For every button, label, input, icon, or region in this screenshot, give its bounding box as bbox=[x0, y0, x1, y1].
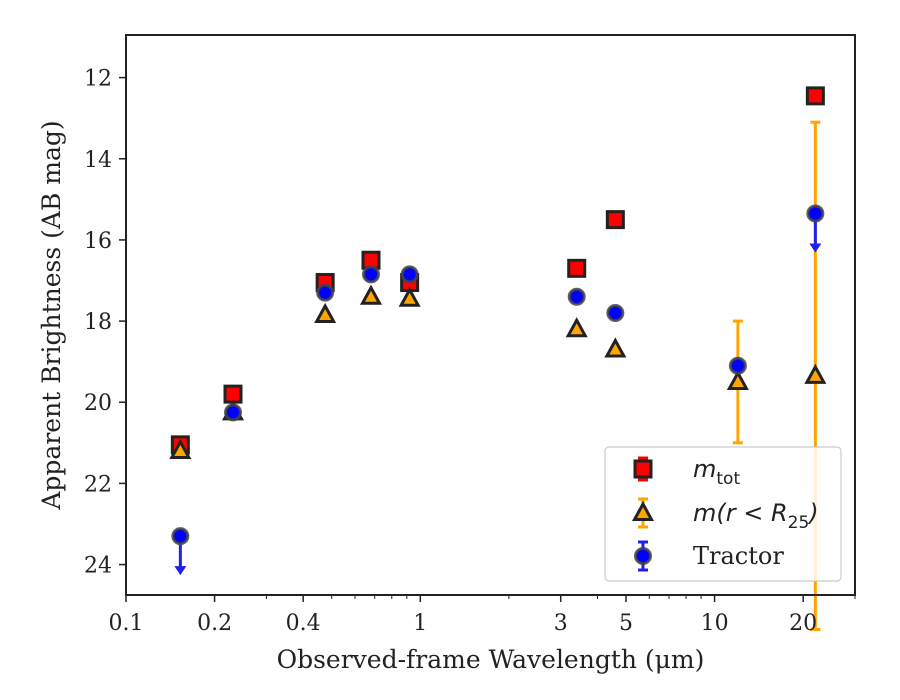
x-tick-label: 5 bbox=[619, 611, 633, 636]
series-tractor bbox=[171, 204, 825, 576]
x-tick-label: 0.1 bbox=[109, 611, 144, 636]
m-tot-point bbox=[223, 384, 243, 404]
tractor-upper-limit-arrow-head bbox=[174, 566, 187, 576]
legend-marker bbox=[634, 547, 652, 565]
y-tick-label: 24 bbox=[84, 554, 112, 579]
legend-label-base: m(r < R bbox=[693, 499, 788, 527]
legend-entry-m-r25: m(r < R25) bbox=[631, 497, 819, 533]
legend: mtot m(r < R25) Tractor bbox=[604, 446, 842, 582]
m-r25-point bbox=[169, 438, 192, 459]
legend-label-suffix: ) bbox=[807, 499, 818, 527]
legend-entry-tractor: Tractor bbox=[634, 540, 784, 572]
m-r25-point bbox=[359, 284, 383, 305]
m-r25-point bbox=[604, 337, 627, 358]
ticks-layer: 0.1 0.2 0.4 1 3 5 10 20 12 14 16 18 20 22 24 bbox=[84, 67, 856, 636]
y-tick-label: 16 bbox=[84, 229, 112, 254]
y-tick-label: 18 bbox=[84, 310, 112, 335]
tractor-point bbox=[606, 303, 625, 322]
y-axis-label: Apparent Brightness (AB mag) bbox=[37, 120, 66, 510]
tractor-point bbox=[567, 287, 586, 306]
tractor-point bbox=[171, 527, 190, 546]
m-tot-point bbox=[567, 258, 587, 278]
x-tick-label: 0.4 bbox=[286, 611, 321, 636]
x-tick-label: 20 bbox=[789, 611, 817, 636]
legend-marker bbox=[633, 459, 653, 479]
m-r25-point bbox=[314, 302, 337, 323]
legend-label-base: m bbox=[693, 455, 716, 483]
y-tick-label: 14 bbox=[84, 148, 112, 173]
x-tick-label: 1 bbox=[413, 611, 427, 636]
legend-label: m(r < R25) bbox=[693, 499, 819, 533]
tractor-point bbox=[400, 265, 419, 284]
legend-label-sub: 25 bbox=[788, 513, 810, 533]
legend-label-sub: tot bbox=[716, 469, 740, 489]
tractor-point bbox=[728, 356, 747, 375]
legend-label: mtot bbox=[693, 455, 740, 489]
x-tick-label: 0.2 bbox=[197, 611, 232, 636]
m-tot-point bbox=[805, 86, 825, 106]
tractor-point bbox=[316, 283, 335, 302]
x-tick-label: 10 bbox=[701, 611, 729, 636]
m-r25-point bbox=[804, 363, 827, 384]
legend-entry-m-tot: mtot bbox=[633, 455, 740, 489]
m-r25-point bbox=[398, 286, 421, 307]
m-r25-point bbox=[565, 317, 588, 338]
tractor-upper-limit-arrow-head bbox=[809, 243, 822, 253]
x-axis-label: Observed-frame Wavelength (μm) bbox=[277, 645, 705, 674]
legend-marker bbox=[631, 500, 655, 521]
y-tick-label: 12 bbox=[84, 67, 112, 92]
legend-label: Tractor bbox=[693, 542, 784, 570]
series-m-tot bbox=[170, 86, 825, 455]
plot-frame bbox=[125, 34, 856, 596]
x-tick-label: 3 bbox=[554, 611, 568, 636]
m-tot-point bbox=[605, 210, 625, 230]
y-tick-label: 22 bbox=[84, 472, 112, 497]
legend-box bbox=[604, 446, 842, 582]
m-r25-point bbox=[726, 369, 749, 390]
y-tick-label: 20 bbox=[84, 391, 112, 416]
tractor-point bbox=[362, 265, 381, 284]
tractor-point bbox=[806, 204, 825, 223]
legend-label-base: Tractor bbox=[693, 542, 784, 570]
tractor-point bbox=[224, 403, 243, 422]
